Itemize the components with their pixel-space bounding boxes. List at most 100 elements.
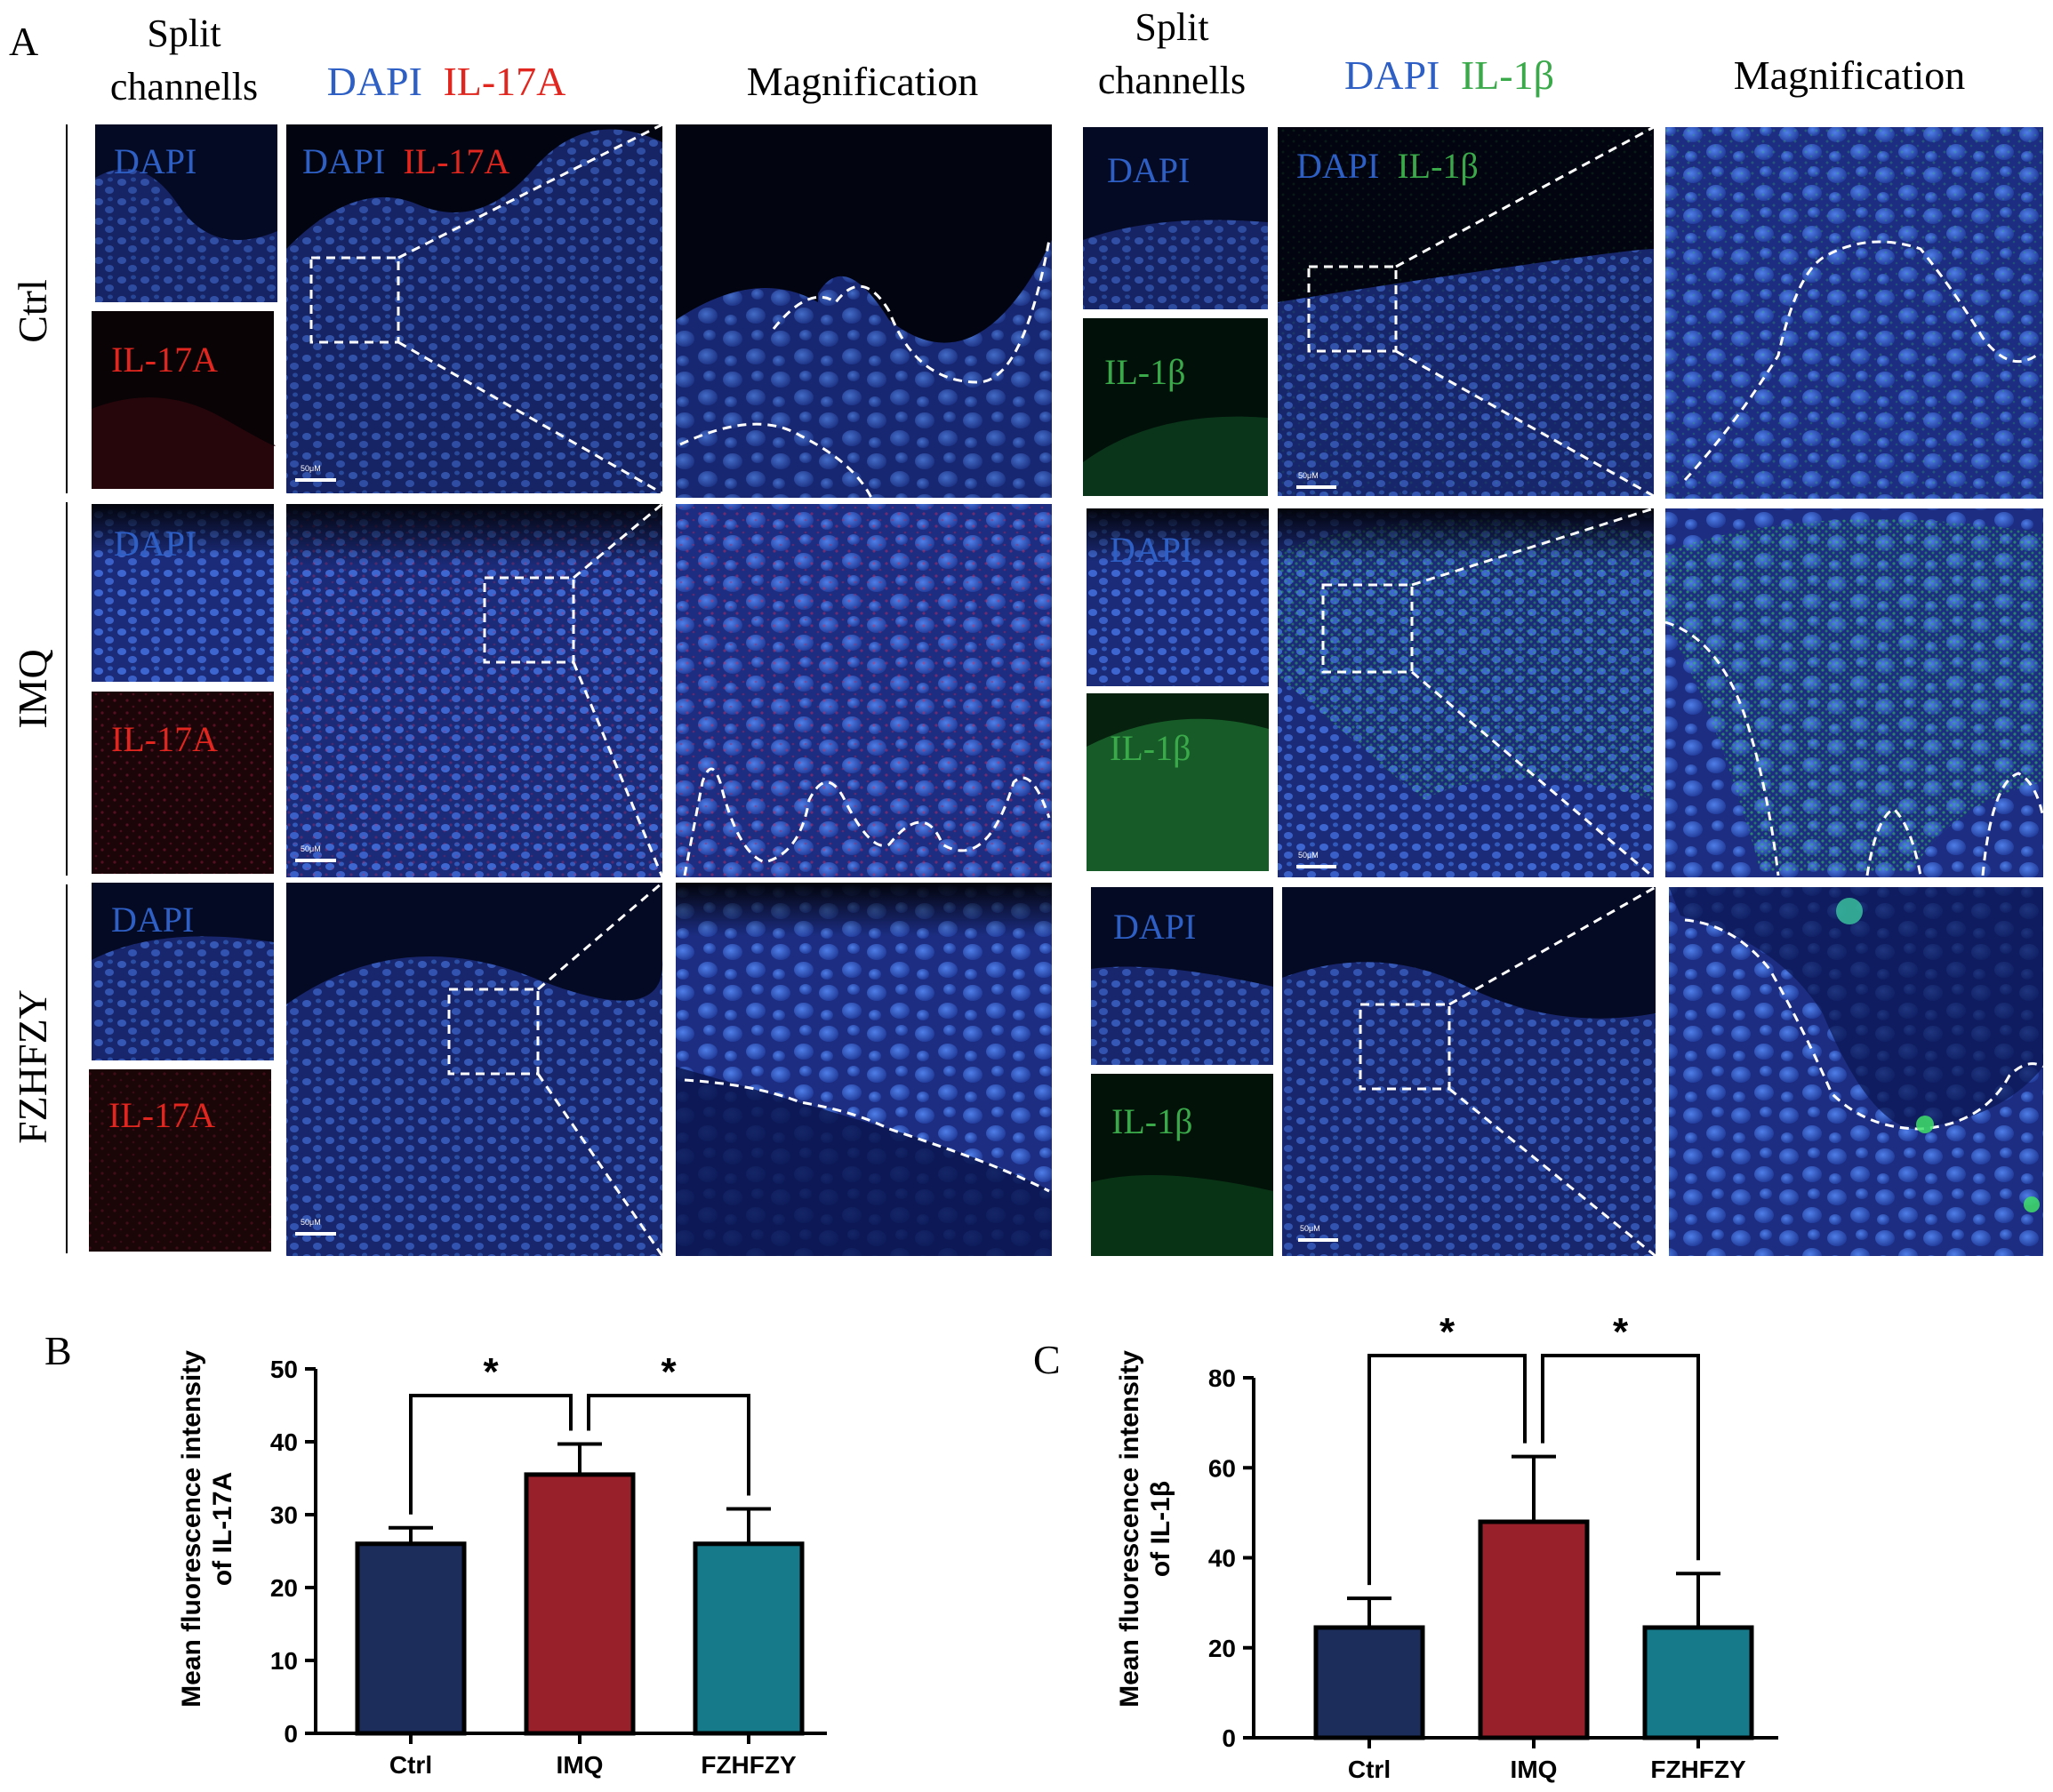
tile-ctrl-magnification-left bbox=[676, 124, 1052, 499]
tile-fzhfzy-magnification-right bbox=[1669, 887, 2044, 1256]
panel-a-letter: A bbox=[9, 19, 38, 64]
chart-c-ylabel: Mean fluorescence intensity of IL-1β bbox=[1115, 1350, 1175, 1708]
chart-c-xtick-label-1: IMQ bbox=[1511, 1756, 1558, 1783]
svg-text:DAPI: DAPI bbox=[1113, 907, 1196, 947]
svg-text:50μM: 50μM bbox=[301, 464, 321, 473]
chart-b-significance-0: * bbox=[483, 1350, 499, 1394]
chart-b-ytick-label-2: 20 bbox=[270, 1574, 298, 1602]
chart-c-bracket-0 bbox=[1367, 1354, 1527, 1586]
chart-c-significance-1: * bbox=[1613, 1310, 1629, 1354]
tile-fzhfzy-magnification-left bbox=[676, 883, 1052, 1256]
chart-b-ytick-label-4: 40 bbox=[270, 1428, 298, 1456]
svg-text:IL-1β: IL-1β bbox=[1110, 728, 1191, 768]
right-split-header-line1: Split bbox=[1135, 5, 1208, 49]
right-magnification-header: Magnification bbox=[1734, 52, 1966, 98]
left-magnification-header: Magnification bbox=[747, 59, 979, 104]
right-merge-header-dapi: DAPI bbox=[1344, 52, 1440, 98]
svg-text:50μM: 50μM bbox=[301, 844, 321, 853]
right-split-header-line2: channells bbox=[1098, 59, 1246, 102]
chart-b-plot: 0 10 20 30 40 50 Ctrl IMQ FZHFZY * * bbox=[270, 1350, 827, 1779]
chart-b-ytick-label-0: 0 bbox=[284, 1720, 298, 1748]
chart-b-ytick-label-1: 10 bbox=[270, 1647, 298, 1675]
chart-b-xtick-label-1: IMQ bbox=[557, 1751, 604, 1779]
tile-fzhfzy-marker-left: IL-17A bbox=[89, 1069, 271, 1252]
left-split-header-line2: channells bbox=[110, 65, 258, 108]
chart-b-ylabel-line1: Mean fluorescence intensity bbox=[177, 1350, 206, 1708]
chart-c-bar-2 bbox=[1642, 1625, 1754, 1740]
tile-imq-magnification-right bbox=[1664, 508, 2045, 877]
tile-ctrl-dapi-right: DAPI bbox=[1083, 127, 1268, 309]
chart-c: C Mean fluorescence intensity of IL-1β 0… bbox=[1022, 1293, 2053, 1792]
chart-b-xtick-label-0: Ctrl bbox=[389, 1751, 432, 1779]
chart-c-letter: C bbox=[1033, 1337, 1061, 1382]
tile-imq-marker-left: IL-17A bbox=[92, 692, 274, 874]
tile-ctrl-marker-left: IL-17A bbox=[92, 311, 276, 489]
svg-text:IL-1β: IL-1β bbox=[1111, 1101, 1192, 1141]
svg-text:50μM: 50μM bbox=[1300, 1224, 1320, 1233]
svg-text:DAPI: DAPI bbox=[1107, 150, 1190, 190]
tile-imq-dapi-left: DAPI bbox=[92, 504, 274, 682]
svg-text:DAPI: DAPI bbox=[114, 141, 196, 181]
svg-text:50μM: 50μM bbox=[1298, 851, 1319, 860]
tile-ctrl-magnification-right bbox=[1665, 127, 2043, 499]
tile-fzhfzy-merge-left: 50μM bbox=[286, 881, 664, 1257]
chart-c-bracket-1 bbox=[1541, 1354, 1700, 1561]
tile-ctrl-dapi-left: DAPI bbox=[95, 124, 277, 302]
group-label-fzhfzy: FZHFZY bbox=[10, 989, 55, 1144]
tile-ctrl-merge-left: DAPI IL-17A 50μM bbox=[286, 123, 663, 495]
chart-c-ytick-label-2: 40 bbox=[1208, 1545, 1236, 1572]
left-split-header-line1: Split bbox=[147, 12, 221, 55]
svg-text:IL-17A: IL-17A bbox=[111, 719, 218, 759]
chart-c-svg: C Mean fluorescence intensity of IL-1β 0… bbox=[1033, 1310, 1778, 1783]
chart-b-letter: B bbox=[44, 1328, 72, 1373]
right-merge-header-marker: IL-1β bbox=[1461, 52, 1554, 98]
group-label-ctrl: Ctrl bbox=[10, 279, 55, 343]
chart-b-bracket-1 bbox=[587, 1394, 750, 1496]
chart-b-ylabel: Mean fluorescence intensity of IL-17A bbox=[177, 1350, 237, 1708]
chart-b-ytick-label-5: 50 bbox=[270, 1356, 298, 1383]
left-merge-header-marker: IL-17A bbox=[443, 59, 565, 104]
svg-text:DAPI: DAPI bbox=[111, 900, 194, 940]
svg-text:DAPI: DAPI bbox=[1110, 530, 1192, 570]
svg-text:DAPI IL-1β: DAPI IL-1β bbox=[1296, 146, 1479, 186]
group-label-imq: IMQ bbox=[10, 649, 55, 728]
chart-c-ytick-label-4: 80 bbox=[1208, 1364, 1236, 1392]
chart-b-bracket-0 bbox=[409, 1394, 573, 1515]
svg-text:IL-17A: IL-17A bbox=[108, 1095, 215, 1135]
svg-text:IL-1β: IL-1β bbox=[1104, 352, 1185, 392]
svg-text:50μM: 50μM bbox=[1298, 471, 1319, 480]
tile-imq-merge-left: 50μM bbox=[286, 502, 664, 878]
chart-c-plot: 0 20 40 60 80 Ctrl IMQ FZHFZY * * bbox=[1208, 1310, 1778, 1783]
chart-c-xtick-label-2: FZHFZY bbox=[1650, 1756, 1746, 1783]
chart-c-ytick-label-3: 60 bbox=[1208, 1454, 1236, 1482]
tile-imq-magnification-left bbox=[676, 504, 1052, 877]
svg-text:DAPI: DAPI bbox=[114, 524, 196, 564]
tile-ctrl-merge-right: DAPI IL-1β 50μM bbox=[1278, 125, 1655, 498]
chart-c-bar-0 bbox=[1313, 1625, 1425, 1740]
chart-c-ylabel-line2: of IL-1β bbox=[1146, 1481, 1175, 1577]
chart-b-bar-0 bbox=[355, 1541, 467, 1736]
svg-text:DAPI IL-17A: DAPI IL-17A bbox=[302, 141, 509, 181]
tile-imq-marker-right: IL-1β bbox=[1087, 693, 1269, 871]
chart-b-significance-1: * bbox=[661, 1350, 677, 1394]
chart-b: B Mean fluorescence intensity of IL-17A … bbox=[0, 1293, 889, 1792]
tile-fzhfzy-merge-right: 50μM bbox=[1282, 885, 1656, 1258]
chart-c-bar-1 bbox=[1478, 1519, 1590, 1740]
chart-c-ytick-label-1: 20 bbox=[1208, 1635, 1236, 1662]
tile-fzhfzy-dapi-left: DAPI bbox=[92, 883, 274, 1060]
chart-b-bar-1 bbox=[524, 1472, 636, 1736]
chart-b-bar-2 bbox=[693, 1541, 805, 1736]
tile-ctrl-marker-right: IL-1β bbox=[1083, 318, 1268, 496]
tile-fzhfzy-marker-right: IL-1β bbox=[1091, 1074, 1273, 1256]
chart-c-ylabel-line1: Mean fluorescence intensity bbox=[1115, 1350, 1144, 1708]
left-merge-header-dapi: DAPI bbox=[327, 59, 422, 104]
chart-b-xtick-label-2: FZHFZY bbox=[701, 1751, 797, 1779]
tile-fzhfzy-dapi-right: DAPI bbox=[1091, 887, 1273, 1065]
chart-b-ylabel-line2: of IL-17A bbox=[208, 1472, 237, 1586]
panel-a: A Split channells DAPI IL-17A Magnificat… bbox=[9, 5, 2045, 1258]
tile-imq-dapi-right: DAPI bbox=[1087, 508, 1269, 686]
chart-c-ytick-label-0: 0 bbox=[1222, 1724, 1236, 1752]
chart-b-svg: B Mean fluorescence intensity of IL-17A … bbox=[44, 1328, 827, 1779]
tile-imq-merge-right: 50μM bbox=[1278, 507, 1655, 879]
